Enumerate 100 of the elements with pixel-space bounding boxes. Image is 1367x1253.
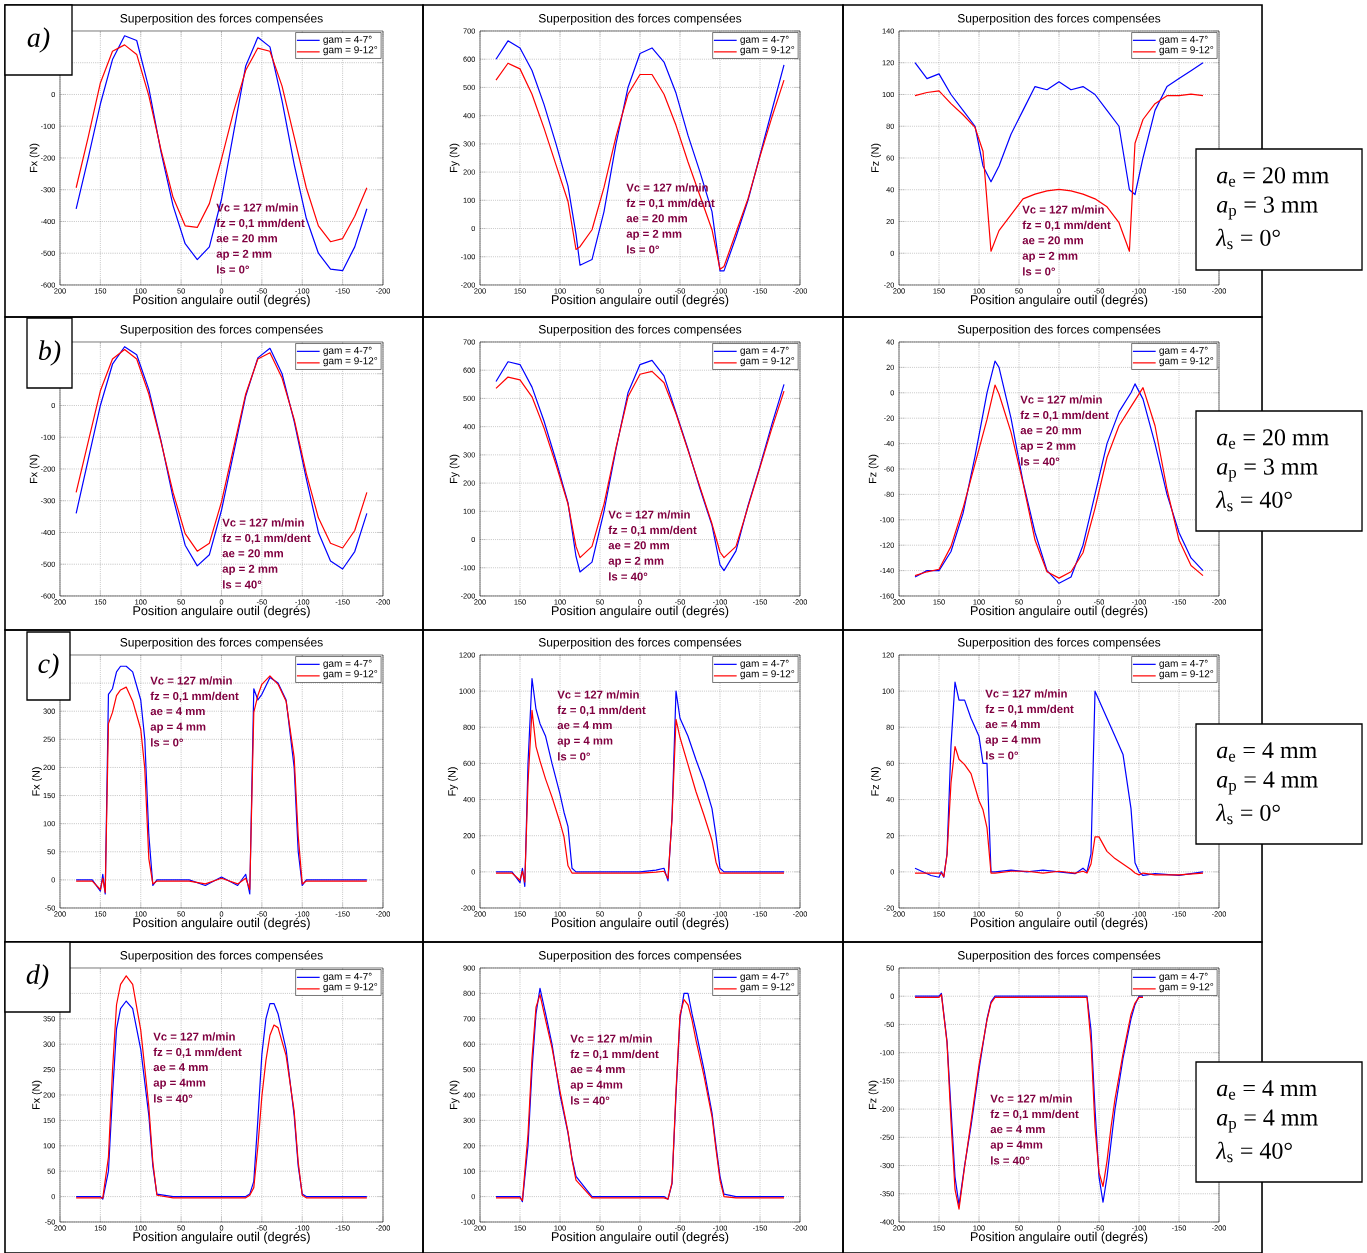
annotation: fz = 0,1 mm/dent <box>150 691 239 702</box>
x-axis-title: Position angulaire outil (degrés) <box>133 1231 310 1244</box>
annotation: a$_{e}$ = 4 mm <box>1216 1080 1317 1100</box>
annotation: fz = 0,1 mm/dent <box>570 1049 659 1060</box>
annotation: a$_{e}$ = 4 mm <box>1216 742 1317 762</box>
chart-title: Superposition des forces compensées <box>957 950 1161 962</box>
legend-label: gam = 9-12° <box>740 670 795 680</box>
x-axis-title: Position angulaire outil (degrés) <box>133 605 310 618</box>
text: d) <box>26 964 49 990</box>
x-axis-title: Position angulaire outil (degrés) <box>551 917 729 930</box>
line-series <box>914 681 1204 878</box>
annotation: ap = 2 mm <box>216 249 272 261</box>
legend-label: gam = 9-12° <box>740 983 795 993</box>
annotation: λ$_{s}$ = 0° <box>1215 228 1280 250</box>
annotation: fz = 0,1 mm/dent <box>222 533 311 544</box>
annotation: Vc = 127 m/min <box>1020 395 1102 404</box>
annotation: ap = 4 mm <box>150 722 206 733</box>
annotation: ae = 20 mm <box>216 234 277 243</box>
annotation: ls = 0° <box>151 738 183 747</box>
annotation: ap = 2 mm <box>222 564 278 576</box>
y-axis-title: Fy (N) <box>449 143 460 172</box>
legend-label: gam = 9-12° <box>323 46 378 56</box>
annotation: ap = 2 mm <box>626 229 682 241</box>
y-axis-title: Fy (N) <box>449 454 460 483</box>
annotation: ls = 0° <box>217 265 249 274</box>
annotation: a$_{p}$ = 3 mm <box>1216 458 1318 482</box>
annotation: ae = 4 mm <box>153 1063 208 1072</box>
annotation: a$_{e}$ = 20 mm <box>1216 429 1329 449</box>
text: a) <box>27 27 50 53</box>
annotation: ae = 4 mm <box>150 707 205 716</box>
annotation: a$_{e}$ = 20 mm <box>1216 167 1329 187</box>
chart-title: Superposition des forces compensées <box>538 324 742 336</box>
legend-label: gam = 4-7° <box>323 972 372 982</box>
y-axis-title: Fy (N) <box>447 767 458 796</box>
annotation: fz = 0,1 mm/dent <box>1020 410 1109 421</box>
legend-label: gam = 9-12° <box>323 670 378 680</box>
legend-label: gam = 9-12° <box>1159 670 1214 680</box>
x-axis-title: Position angulaire outil (degrés) <box>970 917 1148 930</box>
x-axis-title: Position angulaire outil (degrés) <box>551 294 729 307</box>
chart-title: Superposition des forces compensées <box>120 950 323 962</box>
annotation: ls = 40° <box>991 1156 1030 1165</box>
annotation: ae = 20 mm <box>1022 236 1083 245</box>
annotation: Vc = 127 m/min <box>222 518 304 527</box>
annotation: fz = 0,1 mm/dent <box>1022 220 1111 231</box>
annotation: Vc = 127 m/min <box>570 1034 652 1043</box>
chart-title: Superposition des forces compensées <box>120 324 323 336</box>
chart-title: Superposition des forces compensées <box>538 950 742 962</box>
legend-label: gam = 9-12° <box>740 357 795 367</box>
annotation: Vc = 127 m/min <box>1022 205 1104 214</box>
annotation: ap = 4mm <box>153 1078 206 1089</box>
annotation: ae = 4 mm <box>570 1065 625 1074</box>
legend-label: gam = 4-7° <box>1159 972 1208 982</box>
annotation: fz = 0,1 mm/dent <box>557 705 646 716</box>
annotation: λ$_{s}$ = 40° <box>1215 1141 1292 1163</box>
annotation: fz = 0,1 mm/dent <box>985 704 1074 715</box>
annotation: a$_{p}$ = 4 mm <box>1216 771 1318 795</box>
legend-label: gam = 4-7° <box>740 35 789 45</box>
annotation: ap = 2 mm <box>1020 441 1076 453</box>
y-axis-title: Fz (N) <box>868 454 879 483</box>
annotation: ap = 4mm <box>570 1080 623 1091</box>
y-axis-title: Fx (N) <box>29 143 40 172</box>
legend-label: gam = 4-7° <box>323 35 372 45</box>
annotation: ap = 2 mm <box>608 556 664 568</box>
y-axis-title: Fx (N) <box>31 1080 42 1109</box>
annotation: ls = 0° <box>627 245 659 254</box>
annotation: ae = 20 mm <box>222 549 283 558</box>
x-axis-title: Position angulaire outil (degrés) <box>133 917 310 930</box>
annotation: ap = 4mm <box>990 1140 1043 1151</box>
legend-label: gam = 9-12° <box>323 357 378 367</box>
chart-title: Superposition des forces compensées <box>120 637 323 649</box>
annotation: ap = 4 mm <box>557 736 613 747</box>
x-axis-title: Position angulaire outil (degrés) <box>551 1231 729 1244</box>
annotation: ae = 4 mm <box>557 721 612 730</box>
annotation: ls = 0° <box>986 751 1018 760</box>
line-series <box>914 62 1204 196</box>
legend-label: gam = 9-12° <box>1159 983 1214 993</box>
annotation: ls = 40° <box>223 580 262 589</box>
annotation: a$_{p}$ = 4 mm <box>1216 1109 1318 1133</box>
annotation: ls = 40° <box>571 1096 610 1105</box>
annotation: ae = 4 mm <box>985 720 1040 729</box>
chart-title: Superposition des forces compensées <box>120 13 323 25</box>
y-axis-title: Fx (N) <box>31 767 42 796</box>
x-axis-title: Position angulaire outil (degrés) <box>551 605 729 618</box>
annotation: ls = 40° <box>1021 457 1060 466</box>
legend-label: gam = 4-7° <box>1159 346 1208 356</box>
annotation: λ$_{s}$ = 0° <box>1215 803 1280 825</box>
legend-label: gam = 4-7° <box>1159 35 1208 45</box>
annotation: ap = 4 mm <box>985 735 1041 746</box>
annotation: ae = 20 mm <box>608 541 669 550</box>
annotation: fz = 0,1 mm/dent <box>608 525 697 536</box>
chart-title: Superposition des forces compensées <box>957 637 1161 649</box>
legend-label: gam = 4-7° <box>740 346 789 356</box>
x-axis-title: Position angulaire outil (degrés) <box>970 294 1148 307</box>
legend-label: gam = 9-12° <box>740 46 795 56</box>
x-axis-title: Position angulaire outil (degrés) <box>970 605 1148 618</box>
annotation: ap = 2 mm <box>1022 251 1078 263</box>
annotation: fz = 0,1 mm/dent <box>216 218 305 229</box>
y-axis-title: Fz (N) <box>870 767 881 796</box>
annotation: λ$_{s}$ = 40° <box>1215 490 1292 512</box>
chart-title: Superposition des forces compensées <box>957 324 1161 336</box>
